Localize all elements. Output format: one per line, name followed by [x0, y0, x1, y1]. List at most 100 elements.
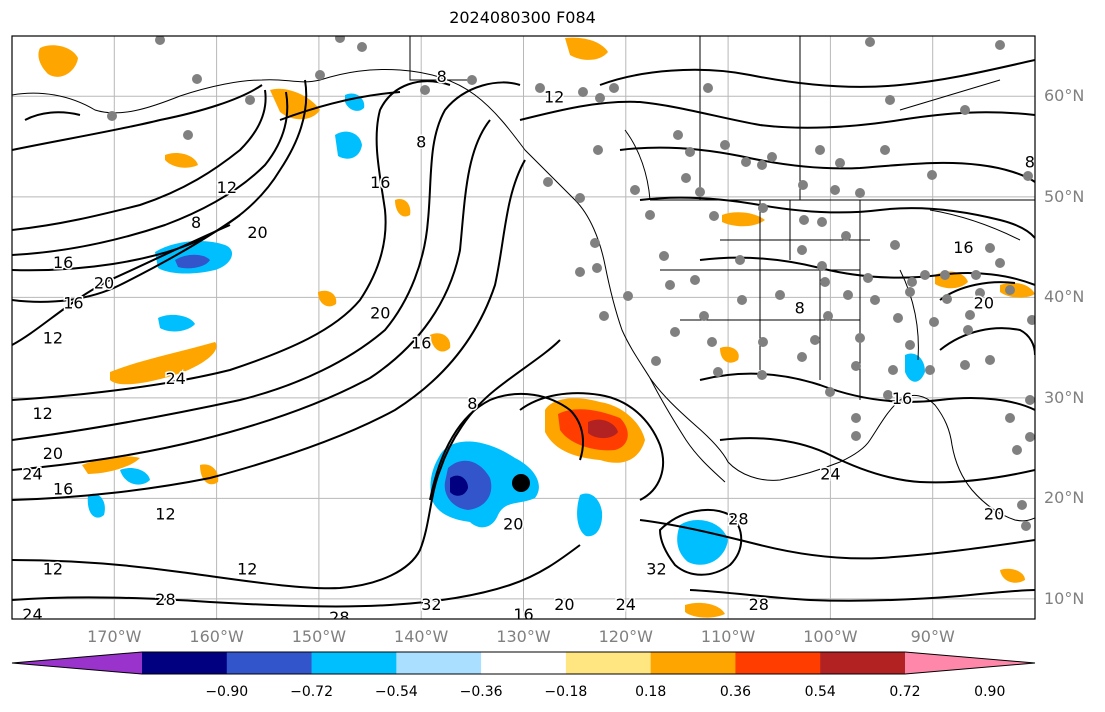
contour-label: 20: [984, 504, 1004, 523]
contour-label: 24: [616, 595, 636, 614]
colorbar-tick-label: −0.18: [544, 684, 588, 700]
latitude-label: 50°N: [1044, 186, 1085, 206]
contour-label: 16: [53, 253, 73, 272]
contour-label: 16: [953, 238, 973, 257]
colorbar-tick-label: 0.90: [974, 684, 1006, 700]
contour-label: 16: [892, 389, 912, 408]
contour-label: 12: [33, 404, 53, 423]
contour-label: 20: [503, 515, 523, 534]
map-frame: [11, 35, 1036, 620]
warm-anomaly: [165, 153, 198, 168]
cold-anomaly: [905, 353, 925, 382]
colorbar-extend-low: [12, 652, 142, 674]
contour-label: 28: [728, 509, 748, 528]
contour-labels: 8121620161220162016241220241612121224282…: [21, 66, 1035, 627]
latitude-label: 30°N: [1044, 387, 1085, 407]
cold-anomaly-core: [450, 475, 468, 496]
longitude-label: 110°W: [700, 627, 756, 646]
contour-label: 32: [646, 560, 666, 579]
contour-label: 20: [974, 293, 994, 312]
contour-label: 20: [247, 223, 267, 242]
colorbar-segment: [481, 652, 567, 674]
graticule: [12, 36, 1035, 619]
colorbar-tick-label: −0.90: [205, 684, 249, 700]
colorbar-segment: [142, 652, 228, 674]
contour-label: 32: [421, 595, 441, 614]
colorbar-extend-high: [905, 652, 1035, 674]
contour-label: 16: [513, 605, 533, 624]
colorbar-segment: [311, 652, 397, 674]
colorbar-segment: [396, 652, 482, 674]
contour-label: 24: [166, 369, 186, 388]
cold-anomaly-mid: [444, 460, 492, 510]
contour-label: 12: [43, 560, 63, 579]
contour-label: 8: [416, 133, 426, 152]
longitude-label: 150°W: [291, 627, 347, 646]
contour-lines: [12, 59, 1035, 608]
latitude-label: 60°N: [1044, 86, 1085, 106]
station-markers: [107, 36, 1035, 531]
contour-label: 20: [43, 444, 63, 463]
longitude-label: 100°W: [803, 627, 858, 646]
warm-anomaly: [318, 290, 337, 307]
warm-anomaly: [430, 333, 451, 352]
storm-center-marker: [512, 474, 530, 492]
cold-anomaly: [158, 314, 195, 332]
warm-anomaly: [565, 37, 608, 60]
cold-anomaly: [677, 520, 728, 565]
contour-label: 28: [749, 595, 769, 614]
warm-anomaly: [270, 88, 320, 120]
colorbar-tick-label: −0.72: [290, 684, 333, 700]
warm-anomaly: [720, 346, 739, 363]
warm-anomaly: [110, 342, 217, 385]
contour-label: 20: [370, 303, 390, 322]
contour-label: 24: [22, 464, 42, 483]
warm-anomaly-peak: [588, 419, 618, 439]
latitude-label: 40°N: [1044, 287, 1085, 307]
longitude-label: 90°W: [910, 627, 955, 646]
contour-label: 24: [22, 605, 42, 624]
contour-label: 16: [370, 173, 390, 192]
colorbar-segment: [650, 652, 736, 674]
contour-label: 8: [795, 298, 805, 317]
colorbar-tick-label: −0.54: [374, 684, 418, 700]
contour-label: 24: [820, 464, 840, 483]
colorbar-tick-label: 0.54: [804, 684, 836, 700]
contour-label: 28: [329, 608, 349, 627]
colorbar: [11, 651, 1036, 675]
colorbar-segment: [820, 652, 906, 674]
cold-anomaly: [577, 493, 603, 537]
latitude-label: 10°N: [1044, 588, 1085, 608]
cold-anomaly: [120, 468, 150, 485]
warm-anomaly: [685, 602, 725, 618]
contour-label: 12: [544, 87, 564, 106]
longitude-label: 130°W: [496, 627, 551, 646]
warm-anomaly: [1000, 568, 1025, 583]
colorbar-tick-label: 0.36: [719, 684, 752, 700]
longitude-label: 140°W: [394, 627, 449, 646]
longitude-label: 160°W: [189, 627, 244, 646]
contour-label: 12: [237, 560, 257, 579]
colorbar-segment: [226, 652, 313, 674]
contour-label: 16: [411, 334, 431, 353]
contour-label: 16: [53, 479, 73, 498]
contour-label: 20: [94, 273, 114, 292]
colorbar-tick-label: 0.18: [635, 684, 667, 700]
cold-anomaly-mid: [175, 254, 210, 269]
longitude-label: 170°W: [87, 627, 142, 646]
contour-label: 20: [554, 595, 574, 614]
warm-anomaly: [395, 199, 411, 217]
colorbar-segment: [565, 652, 652, 674]
latitude-label: 20°N: [1044, 488, 1085, 508]
map-title: 2024080300 F084: [449, 8, 596, 27]
contour-label: 12: [43, 329, 63, 348]
contour-label: 8: [1025, 153, 1035, 172]
contour-label: 8: [467, 394, 477, 413]
contour-label: 12: [155, 504, 175, 523]
warm-anomaly: [38, 45, 78, 77]
contour-label: 28: [155, 590, 175, 609]
cold-anomaly: [87, 493, 105, 518]
warm-anomaly: [722, 212, 765, 227]
contour-label: 8: [191, 213, 201, 232]
